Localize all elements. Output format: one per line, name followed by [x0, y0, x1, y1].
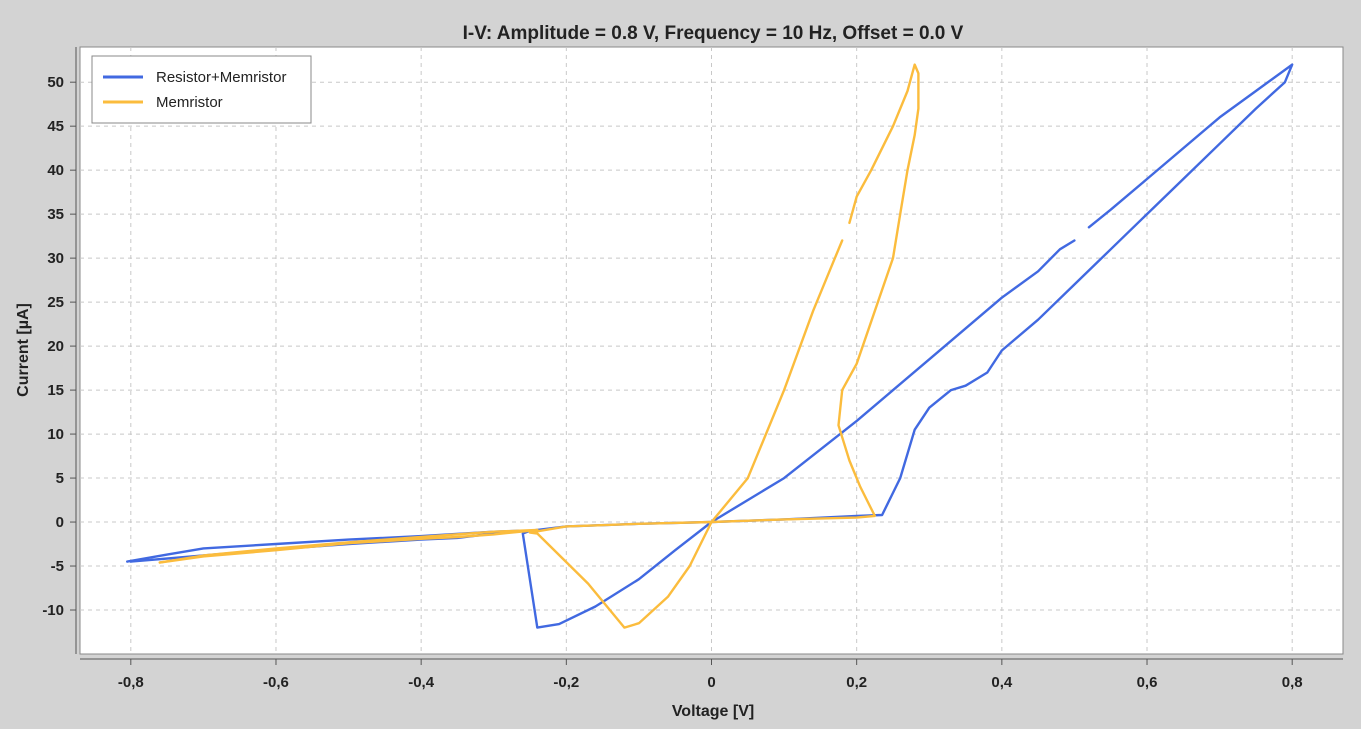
y-tick-label: 15 [47, 382, 64, 399]
series-group [125, 63, 1294, 629]
x-tick-label: 0,2 [846, 674, 867, 691]
x-tick-label: 0,6 [1137, 674, 1158, 691]
legend-label-memristor: Memristor [156, 94, 223, 111]
legend-box [91, 55, 312, 124]
x-tick-label: 0 [707, 674, 715, 691]
series-line-memristor [528, 63, 920, 629]
chart-title: I-V: Amplitude = 0.8 V, Frequency = 10 H… [463, 23, 964, 44]
series-line-memristor [158, 528, 539, 564]
x-tick-label: -0,2 [553, 674, 579, 691]
ticks: -0,8 -0,6 -0,4 -0,2 0 0,2 0,4 0,6 0,8 -10 -5 0 5 10 15… [42, 74, 1302, 691]
y-tick-label: 20 [47, 338, 64, 355]
series-line-resistor-memristor [710, 239, 1076, 524]
y-tick-label: -5 [51, 558, 64, 575]
y-tick-label: 0 [56, 514, 64, 531]
series-line-memristor [710, 239, 844, 524]
y-tick-label: -10 [42, 602, 64, 619]
x-tick-label: 0,4 [991, 674, 1013, 691]
legend-label-resistor-memristor: Resistor+Memristor [156, 69, 286, 86]
y-tick-label: 50 [47, 74, 64, 91]
y-tick-label: 45 [47, 118, 64, 135]
y-tick-label: 30 [47, 250, 64, 267]
y-axis-label: Current [µA] [15, 303, 32, 397]
y-tick-label: 25 [47, 294, 64, 311]
x-tick-label: -0,4 [408, 674, 435, 691]
legend: Resistor+Memristor Memristor [91, 55, 312, 124]
y-tick-label: 40 [47, 162, 64, 179]
grid [80, 47, 1343, 654]
series-line-resistor-memristor [521, 63, 1294, 629]
x-axis-label: Voltage [V] [672, 703, 754, 720]
y-tick-label: 35 [47, 206, 64, 223]
x-tick-label: -0,8 [118, 674, 144, 691]
y-tick-label: 5 [56, 470, 64, 487]
x-tick-label: 0,8 [1282, 674, 1303, 691]
x-tick-label: -0,6 [263, 674, 289, 691]
y-tick-label: 10 [47, 426, 64, 443]
